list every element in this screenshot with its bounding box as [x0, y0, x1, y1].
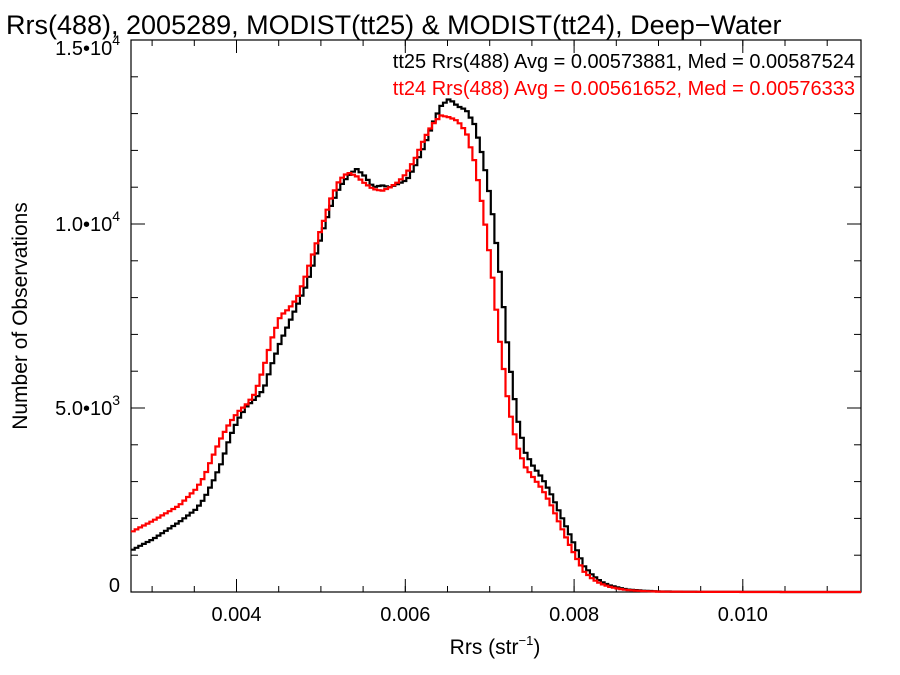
y-tick-labels: 0 5.0•103 1.0•104 1.5•104: [55, 32, 120, 597]
legend-entry-tt25: tt25 Rrs(488) Avg = 0.00573881, Med = 0.…: [393, 51, 855, 73]
plot-area: [130, 39, 862, 594]
y-tick-label: 1.5•104: [55, 32, 120, 60]
x-tick-label: 0.008: [549, 604, 599, 626]
y-axis-label: Number of Observations: [9, 202, 32, 430]
y-tick-label: 5.0•103: [55, 392, 120, 420]
legend-entry-tt24: tt24 Rrs(488) Avg = 0.00561652, Med = 0.…: [393, 78, 855, 100]
x-axis-label: Rrs (str−1): [450, 633, 541, 659]
plot-frame: [130, 39, 862, 593]
y-tick-label: 1.0•104: [55, 208, 120, 236]
axis-ticks: [131, 39, 861, 593]
x-tick-label: 0.006: [380, 604, 430, 626]
legend: tt25 Rrs(488) Avg = 0.00573881, Med = 0.…: [393, 51, 855, 100]
chart-title: Rrs(488), 2005289, MODIST(tt25) & MODIST…: [6, 10, 782, 40]
y-tick-label: 0: [109, 575, 120, 597]
x-tick-label: 0.004: [211, 604, 261, 626]
series-line-tt25: [131, 98, 861, 594]
x-tick-labels: 0.004 0.006 0.008 0.010: [211, 604, 767, 626]
series-line-tt24: [131, 114, 861, 594]
series-layer: [131, 98, 861, 594]
x-tick-label: 0.010: [718, 604, 768, 626]
